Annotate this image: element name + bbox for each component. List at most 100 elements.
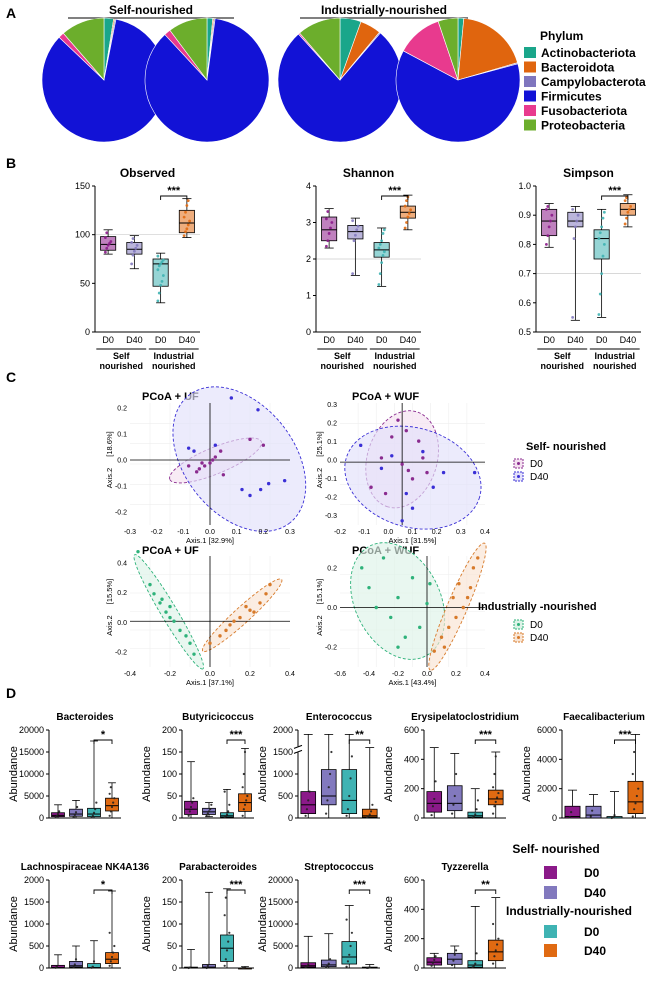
x-tick-label: D0 xyxy=(323,335,335,345)
data-point xyxy=(184,210,187,214)
genus-legend-self-d0-swatch xyxy=(544,866,557,879)
box-3 xyxy=(467,788,484,819)
pcoa-point-d0 xyxy=(148,582,152,587)
significance-bracket xyxy=(474,739,497,744)
data-point xyxy=(348,794,351,798)
y-tick-label: 1000 xyxy=(273,769,293,779)
data-point xyxy=(159,262,163,266)
pcoa-point-d40 xyxy=(186,446,191,450)
data-point xyxy=(205,814,208,817)
box-3 xyxy=(220,789,234,819)
data-point xyxy=(450,812,454,815)
pcoa-x-tick-label: 0.0 xyxy=(205,529,215,536)
significance-label: ** xyxy=(355,729,364,741)
y-axis-label: Abundance xyxy=(8,896,20,952)
group-ind-label-line2: nourished xyxy=(373,361,417,371)
pcoa-x-tick-label: 0.3 xyxy=(456,529,466,536)
pcoa-point-d0 xyxy=(202,464,207,468)
data-point xyxy=(591,809,594,812)
pcoa-point-d0 xyxy=(221,473,226,477)
data-point xyxy=(349,944,352,948)
genus-legend-self-d0-label: D0 xyxy=(584,866,600,880)
data-point xyxy=(491,812,495,815)
data-point xyxy=(493,955,496,958)
genus-legend-ind-d40-label: D40 xyxy=(584,944,606,958)
data-point xyxy=(349,777,352,780)
significance-label: * xyxy=(101,879,106,891)
y-tick-label: 0 xyxy=(39,963,44,973)
data-point xyxy=(345,918,348,921)
pcoa-point-d40 xyxy=(441,470,446,475)
data-point xyxy=(602,243,606,246)
data-point xyxy=(356,224,360,228)
data-point xyxy=(328,958,332,961)
phylum-legend: ActinobacteriotaBacteroidotaCampylobacte… xyxy=(524,46,646,133)
phylum-legend-swatch-campylobacterota xyxy=(524,76,536,87)
data-point xyxy=(135,243,139,247)
data-point xyxy=(576,213,580,217)
genus-legend-self-title: Self- nourished xyxy=(512,842,599,856)
pcoa-point-d40 xyxy=(248,493,252,498)
data-point xyxy=(600,272,604,275)
data-point xyxy=(345,965,348,968)
data-point xyxy=(544,207,548,211)
y-axis-label: Abundance xyxy=(141,896,153,952)
data-point xyxy=(472,815,476,818)
pcoa-point-d0 xyxy=(178,628,182,633)
data-point xyxy=(613,813,616,817)
pcoa-point-d0 xyxy=(369,485,373,489)
pcoa-y-tick-label: 0.1 xyxy=(117,432,127,439)
box-3 xyxy=(152,252,169,304)
pcoa-point-d40 xyxy=(244,604,248,609)
data-point xyxy=(73,963,76,966)
y-axis-label: Abundance xyxy=(257,746,269,802)
pcoa-point-d0 xyxy=(172,619,176,623)
pcoa-point-d0 xyxy=(381,556,386,560)
pcoa-plot-1: PCoA + UF-0.3 -0.2 -0.1 0.0 0.1 0.2 0.3-0.2-0.… xyxy=(105,386,307,545)
pcoa-x-tick-label: 0.2 xyxy=(245,671,255,678)
data-point xyxy=(550,213,554,217)
box-iqr xyxy=(585,805,602,819)
y-tick-label: 5000 xyxy=(273,941,293,951)
pcoa-y-axis-pct: [18.6%] xyxy=(105,431,114,456)
y-tick-label: 400 xyxy=(404,904,419,914)
pcoa-y-axis-title: Axis.2 xyxy=(315,468,324,488)
pcoa-ellipse-d40 xyxy=(428,542,487,671)
data-point xyxy=(452,803,455,806)
pcoa-ind-legend-d40-dot xyxy=(517,636,520,639)
chart-title: Bacteroides xyxy=(56,712,114,723)
data-point xyxy=(381,232,385,235)
data-point xyxy=(308,790,311,793)
data-point xyxy=(497,937,500,940)
pcoa-point-d40 xyxy=(252,610,256,614)
chart-title: Lachnospiraceae NK4A136 xyxy=(21,862,150,873)
pcoa-point-d0 xyxy=(404,428,408,433)
pcoa-point-d40 xyxy=(461,605,465,610)
significance-label: *** xyxy=(230,879,244,891)
significance-bracket xyxy=(226,889,246,894)
data-point xyxy=(209,808,212,811)
y-tick-label: 200 xyxy=(404,784,419,794)
chart-title: Parabacteroides xyxy=(179,862,257,873)
data-point xyxy=(378,243,382,246)
data-point xyxy=(191,801,194,804)
pcoa-x-axis-label: Axis.1 [43.4%] xyxy=(389,678,437,687)
y-tick-label: 5000 xyxy=(24,791,44,801)
pcoa-point-d40 xyxy=(238,615,242,620)
data-point xyxy=(156,268,160,272)
phylum-legend-label-bacteroidota: Bacteroidota xyxy=(541,61,615,75)
y-tick-label: 1500 xyxy=(273,747,293,757)
data-point xyxy=(73,813,76,817)
data-point xyxy=(90,816,93,819)
pcoa-y-tick-label: 0.2 xyxy=(117,406,127,413)
chart-title: Faecalibacterium xyxy=(563,712,645,723)
pcoa-point-d0 xyxy=(168,604,172,609)
data-point xyxy=(571,207,575,211)
significance-bracket xyxy=(614,739,636,744)
pcoa-y-tick-label: -0.1 xyxy=(325,476,337,483)
pcoa-point-d0 xyxy=(374,605,378,610)
phylum-legend-label-firmicutes: Firmicutes xyxy=(541,90,602,104)
box-3 xyxy=(606,791,623,820)
data-point xyxy=(131,253,135,257)
